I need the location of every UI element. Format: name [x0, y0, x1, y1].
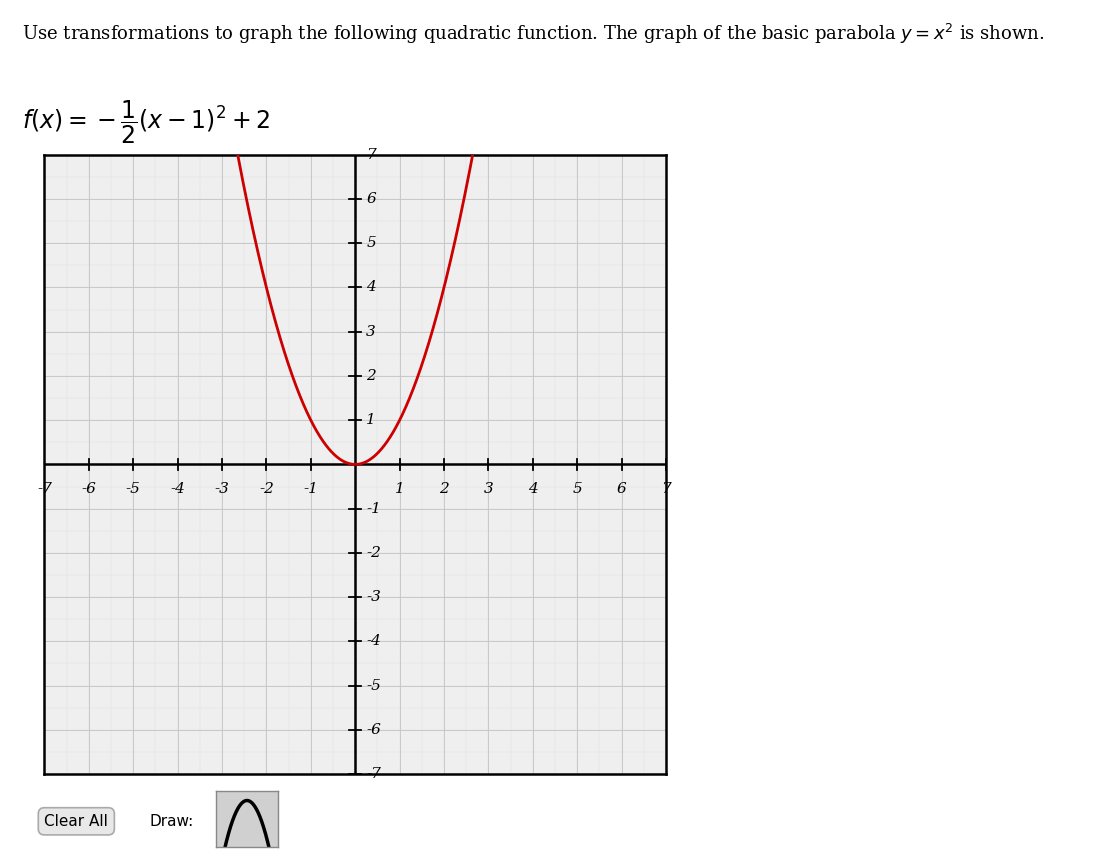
Text: 5: 5	[573, 482, 582, 496]
Text: 7: 7	[366, 148, 376, 162]
Text: 5: 5	[366, 237, 376, 250]
Text: 2: 2	[366, 369, 376, 383]
Text: 4: 4	[528, 482, 537, 496]
Text: -3: -3	[366, 590, 381, 604]
Text: 6: 6	[366, 192, 376, 206]
Text: -5: -5	[366, 679, 381, 692]
Text: 2: 2	[440, 482, 448, 496]
Text: Use transformations to graph the following quadratic function. The graph of the : Use transformations to graph the followi…	[22, 22, 1045, 46]
Text: 1: 1	[366, 413, 376, 427]
Text: -4: -4	[366, 635, 381, 648]
Text: -6: -6	[81, 482, 97, 496]
Text: -2: -2	[366, 546, 381, 560]
Text: -3: -3	[214, 482, 230, 496]
Text: 3: 3	[484, 482, 493, 496]
Text: -7: -7	[37, 482, 52, 496]
Text: $f(x) = -\dfrac{1}{2}(x - 1)^2 + 2$: $f(x) = -\dfrac{1}{2}(x - 1)^2 + 2$	[22, 99, 271, 146]
Text: 6: 6	[617, 482, 626, 496]
Text: -4: -4	[170, 482, 185, 496]
Text: 1: 1	[395, 482, 404, 496]
Text: -7: -7	[366, 767, 381, 781]
Text: Clear All: Clear All	[44, 814, 109, 829]
Text: -6: -6	[366, 722, 381, 737]
Text: 4: 4	[366, 280, 376, 294]
Text: -5: -5	[125, 482, 141, 496]
Text: 3: 3	[366, 325, 376, 339]
Text: -1: -1	[366, 501, 381, 516]
Text: -1: -1	[303, 482, 319, 496]
Text: Draw:: Draw:	[150, 814, 194, 829]
Text: -2: -2	[259, 482, 274, 496]
Text: 7: 7	[662, 482, 670, 496]
